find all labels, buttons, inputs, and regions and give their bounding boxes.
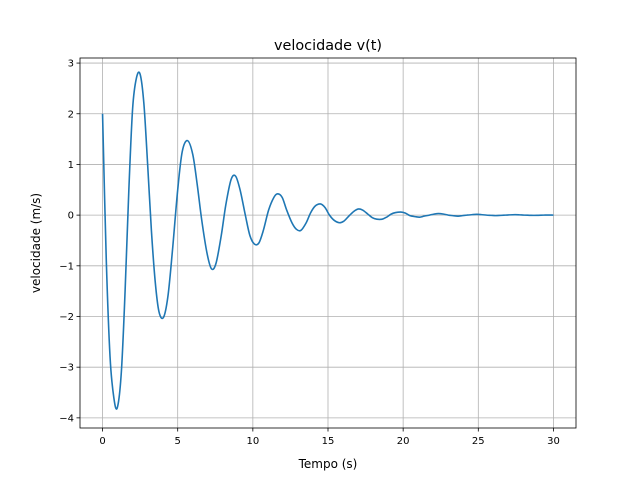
y-tick-label: 2 (68, 109, 74, 120)
series-line-group (101, 71, 554, 410)
y-tick-label: 1 (68, 160, 74, 171)
y-tick-label: 0 (68, 211, 74, 222)
x-tick-label: 30 (547, 436, 560, 447)
x-tick-label: 5 (175, 436, 181, 447)
y-tick-label: −3 (59, 363, 74, 374)
grid-lines (80, 58, 576, 428)
y-axis-label: velocidade (m/s) (29, 193, 43, 293)
x-tick-label: 15 (322, 436, 335, 447)
y-tick-label: −4 (59, 413, 74, 424)
x-axis-ticks: 0 5 10 15 20 25 30 (99, 428, 560, 447)
x-axis-label: Tempo (s) (298, 457, 358, 471)
y-tick-label: −1 (59, 261, 74, 272)
y-tick-label: −2 (59, 312, 74, 323)
x-tick-label: 0 (99, 436, 105, 447)
chart-title: velocidade v(t) (274, 38, 382, 54)
velocity-series-line (101, 71, 554, 410)
y-axis-ticks: −4 −3 −2 −1 0 1 2 3 (59, 59, 80, 424)
x-tick-label: 25 (472, 436, 485, 447)
y-tick-label: 3 (68, 59, 74, 70)
x-tick-label: 20 (397, 436, 410, 447)
x-tick-label: 10 (246, 436, 259, 447)
